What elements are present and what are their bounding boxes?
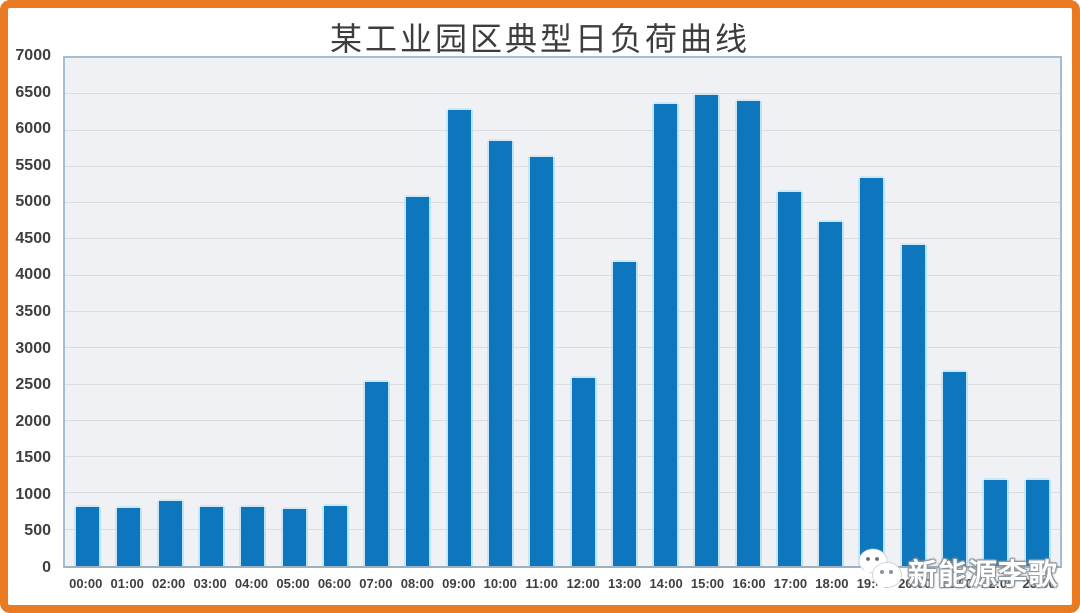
x-tick-label-16:00: 16:00 <box>732 576 766 591</box>
x-tick-label-09:00: 09:00 <box>442 576 476 591</box>
gridline-3500 <box>65 311 1060 312</box>
x-tick-label-05:00: 05:00 <box>276 576 310 591</box>
bar-04:00 <box>241 506 265 566</box>
x-tick-label-00:00: 00:00 <box>69 576 103 591</box>
x-tick-label-07:00: 07:00 <box>359 576 393 591</box>
plot-area <box>63 56 1062 568</box>
bar-17:00 <box>777 191 801 566</box>
y-tick-label-4500: 4500 <box>15 229 51 247</box>
x-tick-label-03:00: 03:00 <box>193 576 227 591</box>
gridline-500 <box>65 528 1060 530</box>
x-tick-label-08:00: 08:00 <box>400 576 434 591</box>
gridline-4500 <box>65 238 1060 240</box>
bar-23:00 <box>1025 480 1049 566</box>
bar-03:00 <box>199 506 223 566</box>
bar-15:00 <box>695 95 719 566</box>
bar-12:00 <box>571 378 595 566</box>
x-tick-label-01:00: 01:00 <box>110 576 144 591</box>
y-axis: 0 500 1000 1500 2000 2500 3000 3500 4000 4500 5000… <box>8 47 55 576</box>
y-tick-label-5500: 5500 <box>15 156 51 174</box>
bar-13:00 <box>612 261 636 566</box>
x-tick-label-20:00: 20:00 <box>898 576 932 591</box>
x-tick-label-22:00: 22:00 <box>981 576 1015 591</box>
bar-18:00 <box>819 222 843 566</box>
bar-07:00 <box>365 381 389 566</box>
y-tick-label-3500: 3500 <box>15 303 51 320</box>
y-tick-label-1500: 1500 <box>15 449 51 467</box>
chart-title: 某工业园区典型日负荷曲线 <box>329 21 750 57</box>
gridline-2000 <box>65 419 1060 421</box>
gridline-5500 <box>65 165 1060 167</box>
bar-16:00 <box>736 100 760 566</box>
bar-08:00 <box>406 196 430 566</box>
bar-22:00 <box>984 480 1008 566</box>
bar-21:00 <box>943 372 967 566</box>
y-tick-label-5000: 5000 <box>15 193 51 211</box>
bars-container <box>65 58 1060 566</box>
gridline-5000 <box>65 202 1060 204</box>
x-axis: 00:00 01:00 02:00 03:00 04:00 05:00 06:00 07:00… <box>63 576 1062 594</box>
x-tick-label-21:00: 21:00 <box>939 576 973 591</box>
gridline-3000 <box>65 347 1060 349</box>
gridline-1000 <box>65 492 1060 494</box>
y-tick-label-3000: 3000 <box>15 339 51 357</box>
y-tick-label-1000: 1000 <box>15 485 51 503</box>
y-tick-label-0: 0 <box>42 559 51 576</box>
watermark: 新能源李歌 <box>856 546 1058 598</box>
gridline-6000 <box>65 129 1060 131</box>
x-tick-label-04:00: 04:00 <box>234 576 269 591</box>
bar-05:00 <box>282 509 306 566</box>
bar-10:00 <box>488 141 512 566</box>
bar-00:00 <box>76 506 100 566</box>
y-tick-label-4000: 4000 <box>15 266 51 284</box>
bar-14:00 <box>654 104 678 566</box>
x-tick-label-17:00: 17:00 <box>773 576 808 591</box>
x-tick-label-06:00: 06:00 <box>317 576 352 591</box>
bar-20:00 <box>901 244 925 566</box>
bar-06:00 <box>323 505 347 566</box>
bar-11:00 <box>530 157 554 566</box>
bar-02:00 <box>158 500 182 566</box>
y-tick-label-6500: 6500 <box>15 83 51 101</box>
y-tick-label-2500: 2500 <box>15 376 51 394</box>
x-tick-label-10:00: 10:00 <box>483 576 517 591</box>
x-tick-label-23:00: 23:00 <box>1022 576 1056 591</box>
y-tick-label-7000: 7000 <box>15 47 51 64</box>
watermark-label: 新能源李歌 <box>908 559 1059 591</box>
y-tick-label-500: 500 <box>24 522 51 540</box>
bar-19:00 <box>860 178 884 566</box>
x-tick-label-15:00: 15:00 <box>690 576 725 591</box>
bar-09:00 <box>447 110 471 566</box>
y-tick-label-6000: 6000 <box>15 120 51 138</box>
gridline-2500 <box>65 383 1060 385</box>
x-tick-label-12:00: 12:00 <box>566 576 600 591</box>
gridline-4000 <box>65 274 1060 276</box>
wechat-icon <box>858 548 902 592</box>
x-tick-label-14:00: 14:00 <box>649 576 683 591</box>
bar-01:00 <box>117 507 141 566</box>
x-tick-label-18:00: 18:00 <box>815 576 849 591</box>
y-tick-label-2000: 2000 <box>15 412 51 430</box>
gridline-6500 <box>65 93 1060 95</box>
x-tick-label-13:00: 13:00 <box>607 576 642 591</box>
x-tick-label-02:00: 02:00 <box>152 576 186 591</box>
x-tick-label-11:00: 11:00 <box>525 576 558 591</box>
gridline-1500 <box>65 456 1060 458</box>
